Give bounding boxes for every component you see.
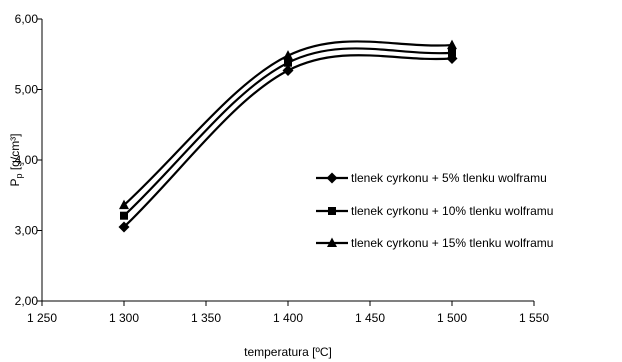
y-axis-title: Pp [g/cm³] xyxy=(8,133,24,186)
y-axis-ticks: 2,00 3,00 4,00 5,00 6,00 xyxy=(15,12,42,308)
x-tick-label: 1 350 xyxy=(191,311,221,325)
data-point-square xyxy=(448,48,456,57)
legend-marker xyxy=(328,207,336,215)
legend-label-1: tlenek cyrkonu + 5% tlenku wolframu xyxy=(351,171,547,185)
x-tick-label: 1 450 xyxy=(355,311,385,325)
y-tick-label: 4,00 xyxy=(15,153,39,167)
y-axis-title-main: P xyxy=(8,179,22,187)
legend-symbol-diamond xyxy=(316,172,348,184)
legend: tlenek cyrkonu + 5% tlenku wolframu tlen… xyxy=(316,171,553,250)
x-tick-label: 1 300 xyxy=(109,311,139,325)
legend-marker xyxy=(326,172,338,184)
data-point-triangle xyxy=(447,39,457,50)
x-tick-label: 1 250 xyxy=(27,311,57,325)
legend-label-2: tlenek cyrkonu + 10% tlenku wolframu xyxy=(351,204,553,218)
legend-symbol-square xyxy=(316,207,348,215)
series-line-1 xyxy=(123,54,453,228)
y-axis-title-sub: p xyxy=(14,173,24,178)
x-axis-title: temperatura [ºC] xyxy=(244,345,332,359)
data-point-diamond xyxy=(118,221,130,233)
data-point-square xyxy=(284,58,292,67)
series-markers xyxy=(118,39,458,233)
data-point-square xyxy=(120,211,128,220)
legend-symbol-triangle xyxy=(316,237,348,247)
y-axis-title-unit: [g/cm³] xyxy=(8,133,22,173)
legend-item-3: tlenek cyrkonu + 15% tlenku wolframu xyxy=(316,236,553,250)
legend-label-3: tlenek cyrkonu + 15% tlenku wolframu xyxy=(351,236,553,250)
x-axis-ticks: 1 250 1 300 1 350 1 400 1 450 1 500 1 550 xyxy=(27,301,549,325)
legend-item-2: tlenek cyrkonu + 10% tlenku wolframu xyxy=(316,204,553,218)
x-tick-label: 1 500 xyxy=(437,311,467,325)
legend-item-1: tlenek cyrkonu + 5% tlenku wolframu xyxy=(316,171,547,185)
data-point-diamond xyxy=(282,64,294,76)
y-tick-label: 3,00 xyxy=(15,224,39,238)
x-tick-label: 1 400 xyxy=(273,311,303,325)
y-tick-label: 2,00 xyxy=(15,294,39,308)
data-point-triangle xyxy=(283,50,293,60)
y-tick-label: 5,00 xyxy=(15,83,39,97)
data-point-triangle xyxy=(119,199,129,210)
y-tick-label: 6,00 xyxy=(15,12,39,26)
x-tick-label: 1 550 xyxy=(519,311,549,325)
legend-marker xyxy=(327,237,337,247)
